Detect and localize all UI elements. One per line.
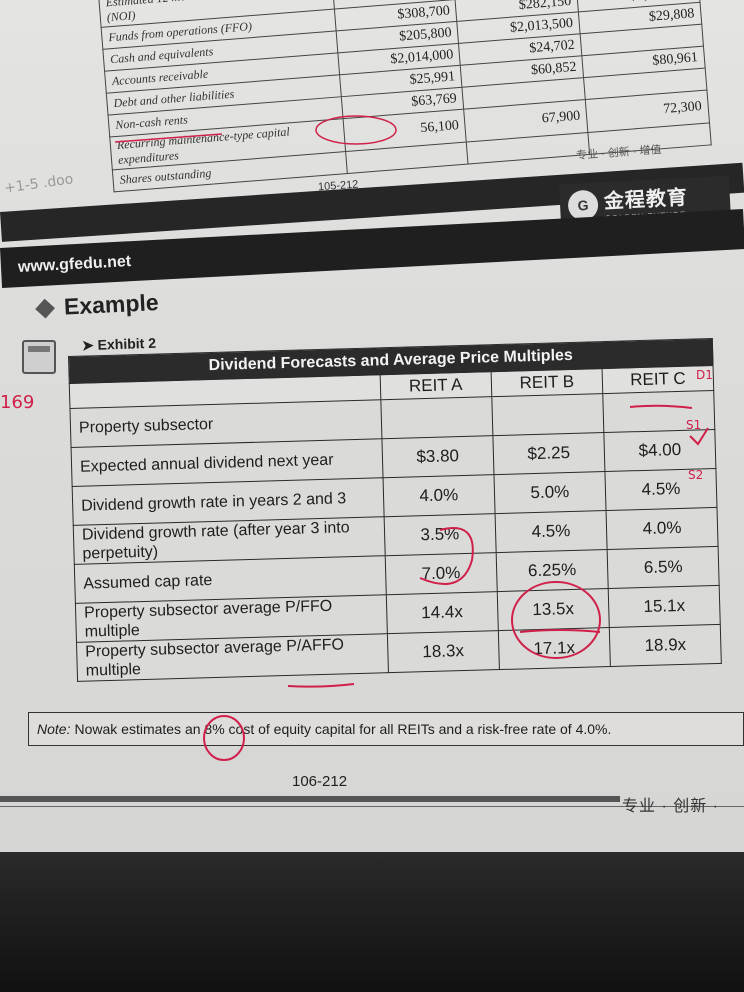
cell-value: 4.0% [382, 474, 495, 517]
exhibit-table: Dividend Forecasts and Average Price Mul… [68, 338, 722, 682]
cell-value: $2.25 [492, 432, 606, 475]
cell-value: 5.0% [493, 471, 607, 514]
logo-cn-text: 金程教育 [603, 186, 689, 214]
page-number: 106-212 [292, 773, 348, 790]
example-title-text: Example [63, 289, 160, 320]
column-header-reit-a: REIT A [379, 371, 492, 400]
cell-value: 13.5x [496, 588, 610, 631]
calculator-icon [22, 340, 56, 374]
cell-value: 4.5% [494, 510, 608, 553]
cell-value: 15.1x [608, 585, 721, 628]
exhibit-label-text: Exhibit 2 [97, 334, 157, 353]
margin-number: 169 [0, 392, 35, 413]
exhibit-note: Note: Nowak estimates an 8% cost of equi… [28, 712, 744, 746]
annotation-s1: S1 [686, 418, 702, 432]
cell-value: 17.1x [498, 627, 611, 670]
note-text: Nowak estimates an 8% cost of equity cap… [74, 721, 612, 737]
note-prefix: Note: [37, 721, 71, 737]
cell-value: 6.5% [607, 546, 720, 589]
cell-value: $4.00 [603, 429, 716, 472]
row-label: Property subsector average P/AFFO multip… [76, 633, 389, 682]
column-header-reit-b: REIT B [490, 368, 603, 397]
cell-value: 18.3x [387, 630, 500, 673]
cell-value [380, 396, 493, 439]
footer-slogan: 专业 · 创新 · [622, 798, 719, 815]
cell-value: 3.5% [383, 513, 496, 556]
footer-rule [0, 796, 620, 802]
diamond-bullet-icon [35, 298, 55, 318]
annotation-s2: S2 [688, 468, 704, 482]
cell-value: 14.4x [386, 591, 499, 634]
cell-value: 6.25% [495, 549, 609, 592]
cell-value [491, 393, 604, 436]
exhibit-label: ➤ Exhibit 2 [81, 334, 157, 354]
footer-rule-thin [0, 806, 744, 807]
cell-value: $3.80 [381, 435, 494, 478]
desk-shadow [0, 852, 744, 992]
cell-value: 4.0% [606, 507, 719, 550]
cell-value: 7.0% [385, 552, 497, 595]
annotation-d1: D1 [696, 368, 713, 382]
cell-value: 18.9x [609, 624, 722, 667]
